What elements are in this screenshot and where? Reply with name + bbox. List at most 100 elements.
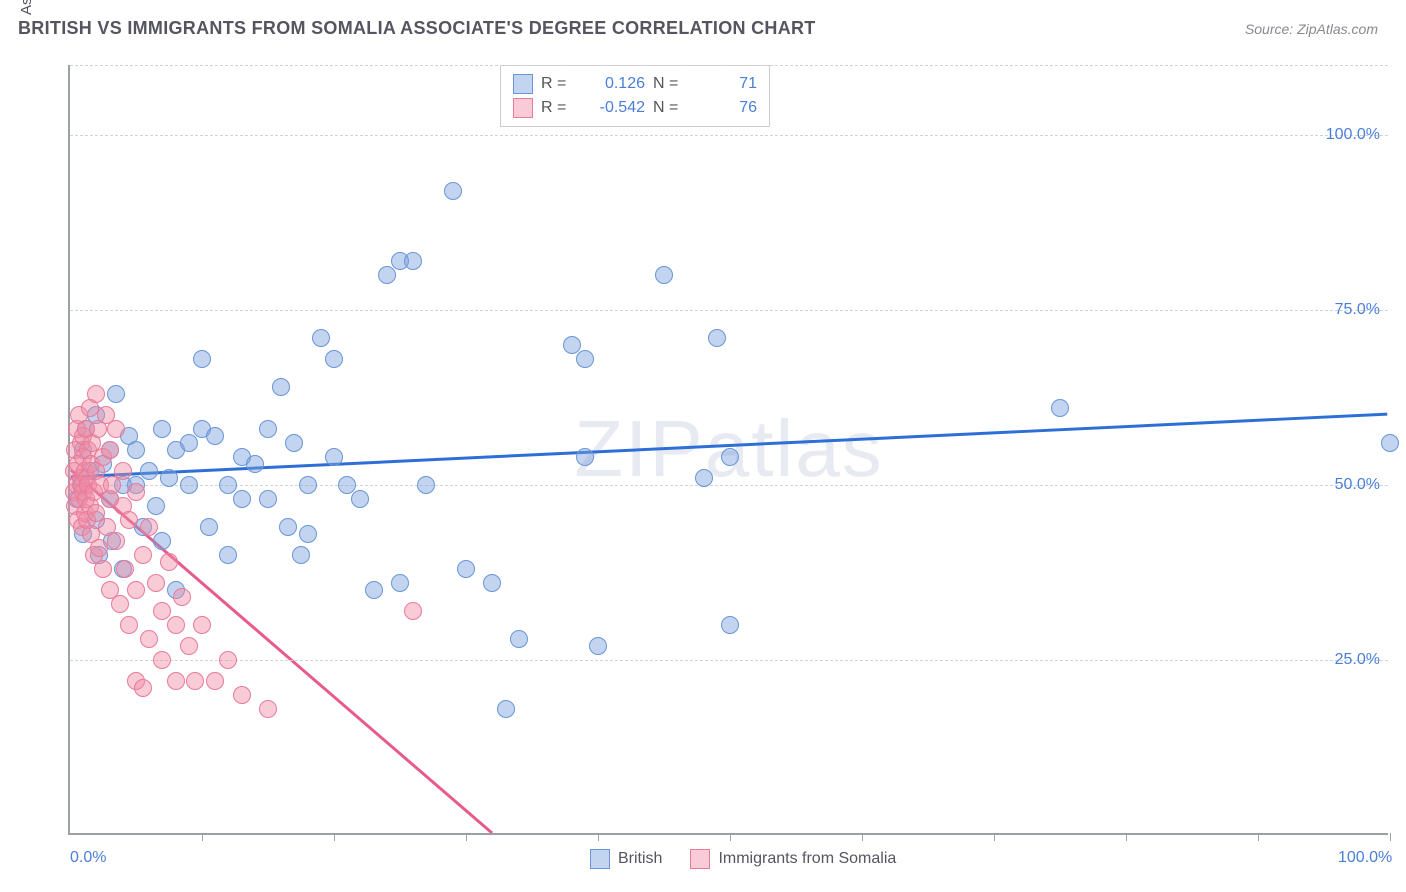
data-point <box>206 672 224 690</box>
data-point <box>114 462 132 480</box>
data-point <box>233 686 251 704</box>
data-point <box>180 476 198 494</box>
data-point <box>259 490 277 508</box>
data-point <box>127 441 145 459</box>
data-point <box>404 602 422 620</box>
series-label-british: British <box>618 850 662 868</box>
data-point <box>160 469 178 487</box>
source-attribution: Source: ZipAtlas.com <box>1245 21 1378 37</box>
data-point <box>457 560 475 578</box>
data-point <box>200 518 218 536</box>
data-point <box>219 546 237 564</box>
gridline <box>70 660 1388 661</box>
data-point <box>299 525 317 543</box>
data-point <box>325 350 343 368</box>
data-point <box>180 637 198 655</box>
data-point <box>94 560 112 578</box>
data-point <box>153 651 171 669</box>
data-point <box>140 630 158 648</box>
data-point <box>160 553 178 571</box>
data-point <box>378 266 396 284</box>
legend-item-somalia: Immigrants from Somalia <box>690 849 896 869</box>
data-point <box>107 420 125 438</box>
data-point <box>292 546 310 564</box>
data-point <box>391 574 409 592</box>
data-point <box>325 448 343 466</box>
plot-area: ZIPatlas R = 0.126 N = 71 R = -0.542 N =… <box>68 65 1388 835</box>
y-tick-label: 75.0% <box>1335 301 1380 319</box>
x-tick <box>202 833 203 841</box>
swatch-british <box>513 74 533 94</box>
data-point <box>1051 399 1069 417</box>
data-point <box>219 651 237 669</box>
data-point <box>695 469 713 487</box>
correlation-legend: R = 0.126 N = 71 R = -0.542 N = 76 <box>500 65 770 127</box>
y-tick-label: 50.0% <box>1335 476 1380 494</box>
data-point <box>655 266 673 284</box>
data-point <box>140 518 158 536</box>
data-point <box>510 630 528 648</box>
data-point <box>111 595 129 613</box>
data-point <box>246 455 264 473</box>
x-tick <box>466 833 467 841</box>
y-axis-label: Associate's Degree <box>18 0 35 15</box>
swatch-somalia <box>690 849 710 869</box>
x-tick <box>334 833 335 841</box>
y-tick-label: 100.0% <box>1326 126 1380 144</box>
data-point <box>127 581 145 599</box>
data-point <box>299 476 317 494</box>
data-point <box>721 448 739 466</box>
data-point <box>444 182 462 200</box>
data-point <box>193 616 211 634</box>
x-tick <box>994 833 995 841</box>
legend-row-british: R = 0.126 N = 71 <box>513 72 757 96</box>
data-point <box>417 476 435 494</box>
r-value-somalia: -0.542 <box>583 99 645 117</box>
data-point <box>180 434 198 452</box>
data-point <box>285 434 303 452</box>
x-tick <box>1126 833 1127 841</box>
data-point <box>90 539 108 557</box>
data-point <box>167 672 185 690</box>
data-point <box>140 462 158 480</box>
x-tick <box>598 833 599 841</box>
data-point <box>147 574 165 592</box>
data-point <box>272 378 290 396</box>
data-point <box>279 518 297 536</box>
n-label: N = <box>653 99 687 117</box>
r-label: R = <box>541 99 575 117</box>
data-point <box>107 532 125 550</box>
r-label: R = <box>541 75 575 93</box>
y-tick-label: 25.0% <box>1335 651 1380 669</box>
data-point <box>116 560 134 578</box>
data-point <box>120 511 138 529</box>
data-point <box>576 448 594 466</box>
data-point <box>1381 434 1399 452</box>
data-point <box>193 350 211 368</box>
data-point <box>708 329 726 347</box>
legend-row-somalia: R = -0.542 N = 76 <box>513 96 757 120</box>
data-point <box>233 490 251 508</box>
x-tick <box>862 833 863 841</box>
gridline <box>70 65 1388 66</box>
data-point <box>153 420 171 438</box>
swatch-british <box>590 849 610 869</box>
x-tick <box>1258 833 1259 841</box>
data-point <box>312 329 330 347</box>
n-value-somalia: 76 <box>695 99 757 117</box>
series-label-somalia: Immigrants from Somalia <box>718 850 896 868</box>
gridline <box>70 135 1388 136</box>
gridline <box>70 485 1388 486</box>
gridline <box>70 310 1388 311</box>
data-point <box>153 532 171 550</box>
data-point <box>576 350 594 368</box>
x-tick <box>730 833 731 841</box>
data-point <box>497 700 515 718</box>
data-point <box>186 672 204 690</box>
data-point <box>173 588 191 606</box>
n-label: N = <box>653 75 687 93</box>
data-point <box>206 427 224 445</box>
data-point <box>259 700 277 718</box>
data-point <box>87 385 105 403</box>
data-point <box>589 637 607 655</box>
